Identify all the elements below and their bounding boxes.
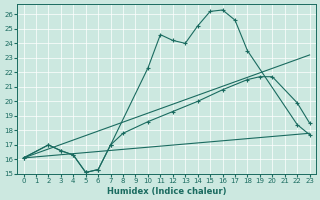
X-axis label: Humidex (Indice chaleur): Humidex (Indice chaleur) [107,187,226,196]
